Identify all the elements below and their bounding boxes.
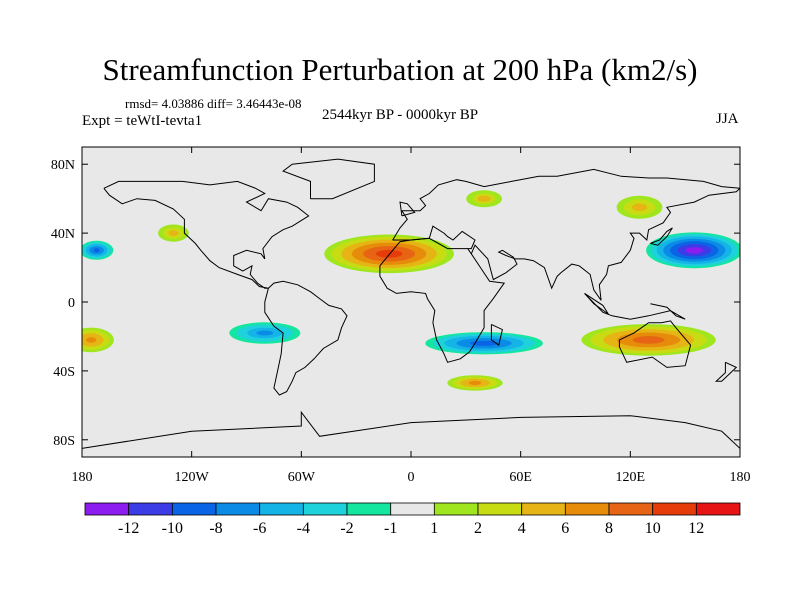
x-tick-label: 120W	[175, 470, 210, 485]
season-label: JJA	[716, 111, 739, 127]
contour-band	[468, 380, 482, 385]
colorbar-label: 4	[518, 520, 526, 537]
colorbar-swatch	[652, 502, 697, 516]
contour-feature	[425, 332, 543, 355]
contour-field	[82, 190, 740, 391]
coastline	[650, 227, 673, 246]
coastlines	[82, 158, 740, 449]
contour-feature	[324, 234, 454, 274]
y-tick-label: 0	[68, 296, 75, 311]
coastline	[490, 323, 503, 346]
contour-band	[688, 248, 701, 253]
coastline	[584, 293, 686, 320]
colorbar-swatch	[302, 502, 348, 516]
contour-band	[168, 230, 179, 237]
contour-band	[477, 195, 491, 202]
y-tick-label: 40S	[53, 365, 75, 380]
colorbar-label: 10	[645, 520, 661, 537]
colorbar-swatch	[346, 502, 392, 516]
colorbar-label: -10	[162, 520, 183, 537]
contour-band	[379, 251, 399, 257]
coastline	[264, 280, 348, 396]
colorbar-label: -1	[384, 520, 397, 537]
contour-band	[474, 341, 495, 346]
coastline	[103, 180, 310, 289]
x-tick-label: 60E	[509, 470, 532, 485]
colorbar-label: 8	[605, 520, 613, 537]
coastline	[584, 292, 609, 315]
colorbar-label: -8	[209, 520, 222, 537]
colorbar-swatch	[521, 502, 566, 516]
colorbar-swatch	[433, 502, 479, 516]
y-tick-label: 40N	[51, 227, 75, 242]
period-label: 2544kyr BP - 0000kyr BP	[322, 107, 479, 123]
colorbar: -12 -10 -8 -6 -4 -2 -1 1 2 4 6 8 10 12	[84, 502, 741, 537]
contour-band	[86, 337, 97, 343]
coastline	[392, 168, 740, 241]
colorbar-swatch	[390, 502, 435, 516]
colorbar-label: -2	[340, 520, 353, 537]
coastline	[282, 158, 375, 200]
y-axis: 80N 40N 0 40S 80S	[51, 158, 740, 449]
contour-feature	[646, 232, 740, 269]
colorbar-swatch	[171, 502, 217, 516]
colorbar-swatch	[84, 502, 130, 516]
stats-text: rmsd= 4.03886 diff= 3.46443e-08	[125, 96, 302, 111]
y-tick-label: 80N	[51, 158, 75, 173]
x-tick-label: 180	[72, 470, 93, 485]
colorbar-swatch	[564, 502, 610, 516]
coastline	[714, 361, 738, 382]
experiment-label: Expt = teWtI-tevta1	[82, 113, 203, 129]
colorbar-swatch	[608, 502, 654, 516]
contour-band	[256, 330, 274, 336]
colorbar-label: 1	[430, 520, 438, 537]
coastline	[470, 187, 740, 301]
y-tick-label: 80S	[53, 434, 75, 449]
coastline	[379, 237, 506, 363]
colorbar-label: -4	[297, 520, 310, 537]
colorbar-swatch	[259, 502, 304, 516]
contour-feature	[616, 195, 663, 219]
colorbar-swatch	[128, 502, 173, 516]
x-tick-label: 60W	[288, 470, 316, 485]
coastline	[82, 410, 740, 449]
colorbar-label: 12	[688, 520, 704, 537]
contour-band	[637, 337, 661, 343]
map-background	[82, 147, 740, 457]
colorbar-label: 2	[474, 520, 482, 537]
coastline	[618, 320, 692, 368]
contour-feature	[82, 327, 114, 353]
colorbar-label: -12	[118, 520, 139, 537]
contour-band	[631, 203, 648, 212]
x-tick-label: 180	[730, 470, 751, 485]
colorbar-swatch	[477, 502, 523, 516]
contour-band	[93, 248, 100, 253]
contour-feature	[229, 322, 301, 344]
contour-feature	[447, 375, 503, 391]
contour-feature	[466, 190, 502, 208]
x-axis: 180 120W 60W 0 60E 120E 180	[72, 147, 751, 485]
contour-feature	[581, 324, 716, 356]
coastline	[399, 201, 416, 217]
colorbar-swatch	[215, 502, 261, 516]
contour-feature	[158, 224, 189, 242]
colorbar-label: -6	[253, 520, 266, 537]
colorbar-swatch	[695, 502, 741, 516]
chart-title: Streamfunction Perturbation at 200 hPa (…	[102, 52, 698, 87]
x-tick-label: 0	[408, 470, 415, 485]
colorbar-label: 6	[561, 520, 569, 537]
x-tick-label: 120E	[616, 470, 646, 485]
contour-feature	[82, 240, 114, 260]
